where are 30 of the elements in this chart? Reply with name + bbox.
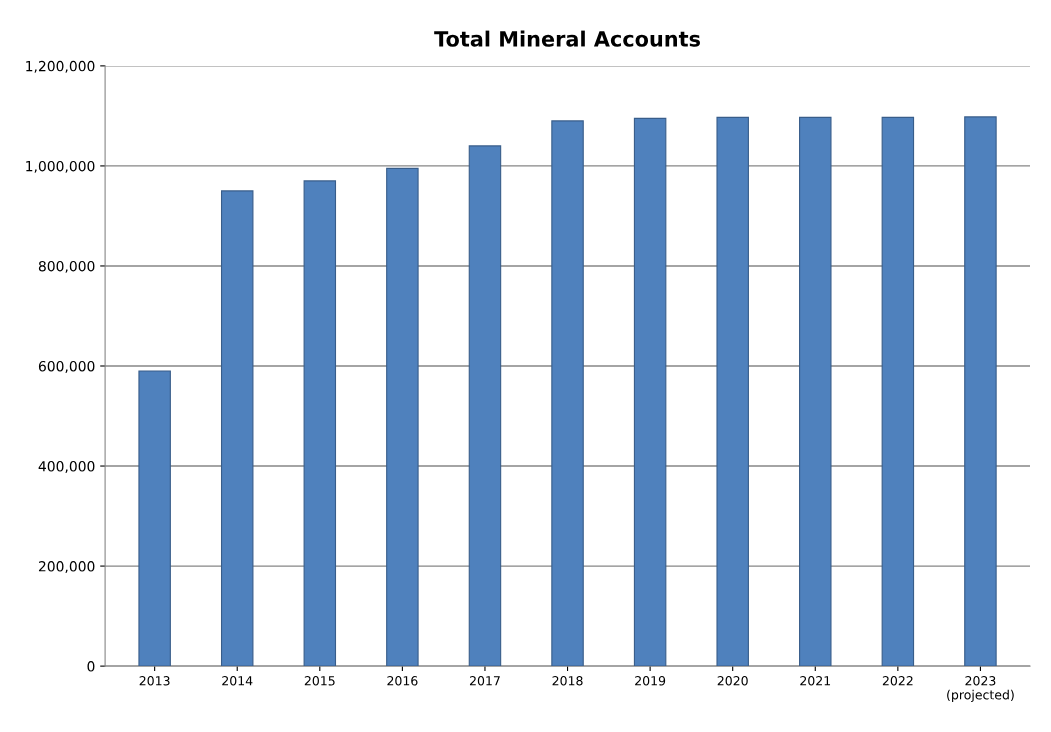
x-tick-label: 2020 — [717, 676, 748, 686]
x-tick-label: 2017 — [469, 676, 500, 686]
y-tick-label: 200,000 — [38, 561, 95, 573]
y-tick-label: 400,000 — [38, 461, 95, 473]
y-tick-label: 1,200,000 — [26, 60, 95, 73]
x-tick-label: 2019 — [635, 676, 666, 686]
x-tick-label: 2022 — [882, 676, 913, 686]
bar — [220, 190, 254, 667]
x-tick-label: 2016 — [387, 676, 418, 686]
x-tick-label: 2015 — [304, 676, 335, 686]
bar — [303, 180, 337, 667]
y-tick-label: 0 — [87, 661, 95, 672]
x-tick-label: 2013 — [139, 676, 170, 686]
bar — [633, 117, 667, 667]
x-tick-label: 2018 — [552, 676, 583, 686]
bar — [964, 116, 997, 667]
x-tick-label: 2023 (projected) — [947, 676, 1014, 702]
y-tick-label: 600,000 — [38, 360, 95, 373]
y-tick-label: 1,000,000 — [26, 160, 95, 173]
chart-title: Total Mineral Accounts — [434, 30, 700, 47]
bar — [468, 145, 502, 667]
bar — [551, 120, 584, 667]
y-tick-label: 800,000 — [38, 260, 95, 273]
bar — [386, 167, 419, 667]
x-tick-label: 2014 — [222, 676, 253, 686]
bar — [138, 370, 171, 667]
bar — [799, 116, 832, 667]
x-tick-label: 2021 — [800, 676, 831, 686]
bar — [881, 116, 915, 667]
bar — [716, 116, 749, 667]
